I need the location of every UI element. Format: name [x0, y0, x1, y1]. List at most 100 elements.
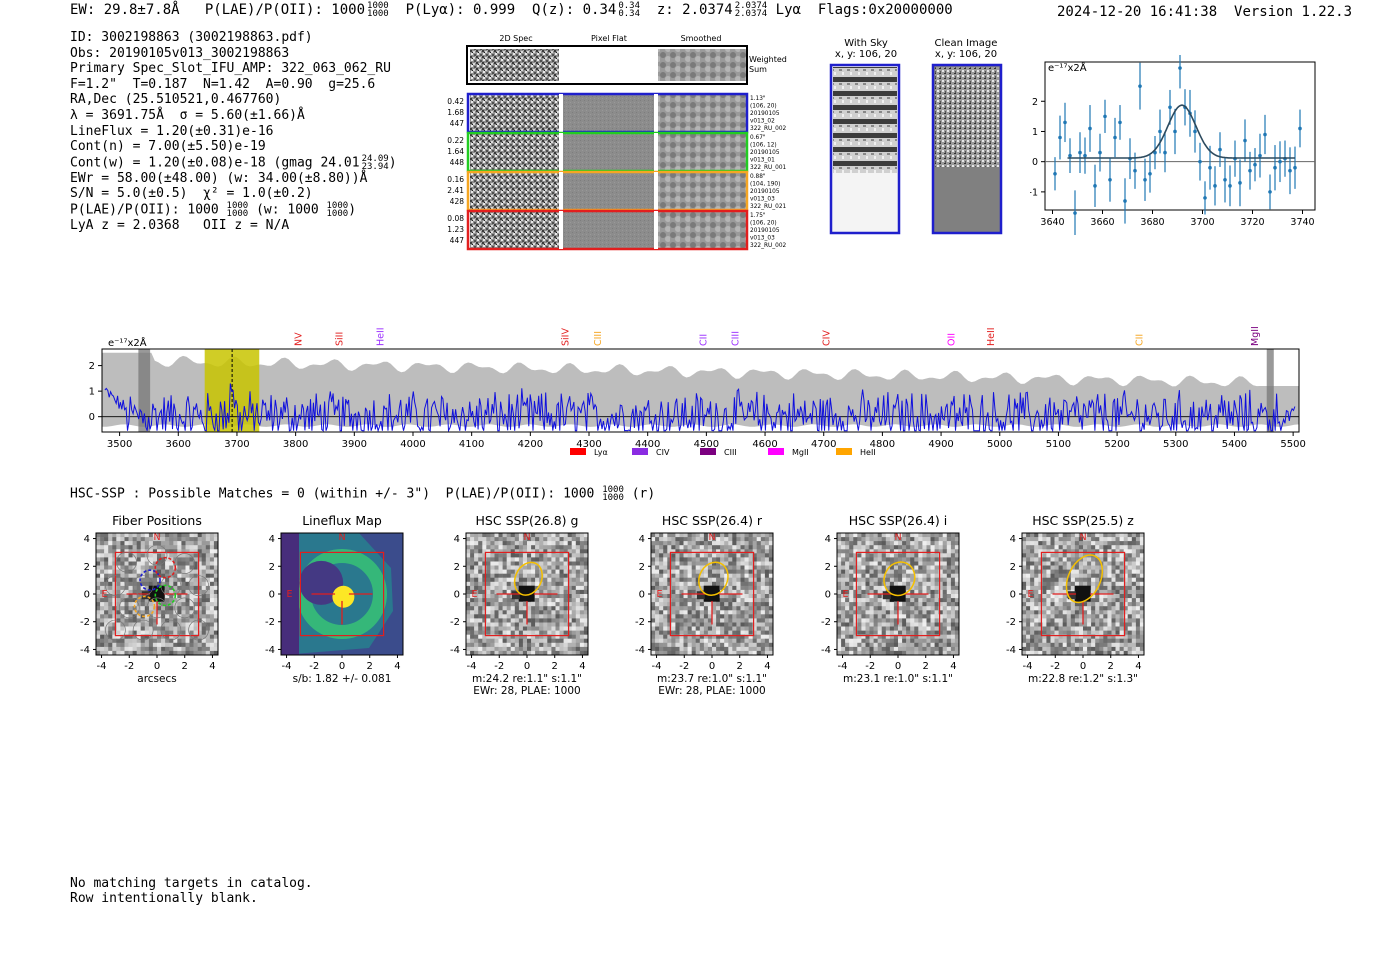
cutout-pixel: [764, 634, 770, 640]
cutout-pixel: [543, 618, 548, 623]
cutout-pixel: [555, 626, 560, 631]
zoom-data-point: [1203, 196, 1207, 200]
cutout-pixel: [679, 614, 684, 619]
cutout-pixel: [478, 537, 483, 542]
cutout-pixel: [938, 650, 944, 656]
cutout-pixel: [1026, 610, 1031, 615]
cutout-pixel: [877, 614, 883, 619]
cutout-pixel: [865, 614, 870, 619]
cutout-pixel: [679, 638, 684, 644]
cutout-pixel: [1062, 646, 1068, 652]
cutout-pixel: [651, 569, 656, 574]
cutout-pixel: [1042, 549, 1047, 554]
cutout-pixel: [724, 557, 729, 562]
cutout-pixel: [1099, 642, 1104, 648]
cutout-pixel: [873, 602, 878, 607]
cutout-pixel: [1107, 549, 1112, 554]
cutout-pixel: [209, 606, 215, 611]
cutout-pixel: [695, 626, 701, 631]
cutout-pixel: [1111, 537, 1116, 542]
cutout-pixel: [1099, 610, 1104, 615]
cutout-pixel: [209, 565, 215, 570]
cutout-pixel: [1034, 642, 1039, 648]
cutout-pixel: [1074, 553, 1080, 558]
cutout-pixel: [128, 642, 133, 648]
cutout-pixel: [209, 622, 215, 627]
cutout-pixel: [881, 557, 887, 562]
cutout-pixel: [849, 638, 854, 644]
cutout-pixel: [679, 598, 684, 603]
cutout-pixel: [1042, 561, 1047, 566]
cutout-pixel: [1026, 581, 1031, 587]
cutout-pixel: [663, 577, 668, 583]
cutout-pixel: [720, 549, 725, 554]
cutout-pixel: [695, 614, 701, 619]
fiber-row-info: v013_03: [750, 197, 775, 203]
cutout-pixel: [740, 614, 745, 619]
cutout-pixel: [857, 630, 862, 635]
cutout-pixel: [889, 650, 895, 656]
cutout-pixel: [535, 581, 540, 587]
cutout-pixel: [478, 622, 483, 627]
cutout-pixel: [213, 614, 219, 619]
cutout-pixel: [651, 642, 656, 648]
cutout-pixel: [555, 650, 560, 656]
cutout-pixel: [869, 642, 874, 648]
cutout-pixel: [918, 598, 923, 603]
cutout-pixel: [169, 565, 174, 570]
cutout-pixel: [100, 622, 105, 627]
cutout-pixel: [209, 630, 215, 635]
cutout-pixel: [659, 537, 664, 542]
cutout-pixel: [527, 537, 532, 542]
cutout-pixel: [112, 630, 117, 635]
cutout-pixel: [651, 565, 656, 570]
legend-swatch: [836, 448, 852, 455]
cutout-pixel: [494, 650, 499, 656]
cutout-pixel: [922, 634, 927, 640]
cutout-pixel: [707, 650, 713, 656]
cutout-pixel: [748, 602, 753, 607]
cutout-pixel: [1119, 610, 1124, 615]
fiber-row-info: 20190105: [750, 228, 780, 234]
cutout-pixel: [707, 614, 713, 619]
cutout-pixel: [1115, 545, 1120, 550]
cutout-pixel: [910, 569, 915, 574]
cutout-pixel: [720, 650, 725, 656]
cutout-pixel: [841, 650, 846, 656]
zoom-data-point: [1148, 171, 1152, 176]
cutout-pixel: [494, 589, 499, 595]
cutout-pixel: [659, 646, 664, 652]
cutout-pixel: [1054, 537, 1059, 542]
cutout-pixel: [478, 569, 483, 574]
cutout-pixel: [522, 610, 528, 615]
cutout-pixel: [128, 638, 133, 644]
cutout-pixel: [1022, 638, 1027, 644]
cutout-pixel: [675, 606, 680, 611]
cutout-pixel: [104, 541, 109, 546]
cutout-pixel: [671, 557, 676, 562]
cutout-pixel: [543, 602, 548, 607]
cutout-pixel: [478, 557, 483, 562]
cutout-pixel: [189, 650, 194, 656]
cutout-pixel: [837, 646, 842, 652]
spectral-line-label: CII: [698, 334, 709, 346]
cutout-pixel: [914, 610, 919, 615]
cutout-pixel: [490, 650, 495, 656]
cutout-pixel: [201, 585, 207, 591]
cutout-pixel: [478, 594, 483, 599]
cutout-pixel: [144, 545, 150, 550]
cutout-pixel: [1091, 638, 1096, 644]
cutout-pixel: [551, 602, 556, 607]
cutout-pixel: [551, 585, 556, 591]
cutout-pixel: [873, 650, 878, 656]
cutout-pixel: [539, 618, 544, 623]
cutout-pixel: [1139, 581, 1145, 587]
cutout-pixel: [732, 545, 737, 550]
cutout-pixel: [930, 614, 935, 619]
cutout-pixel: [910, 614, 915, 619]
cutout-pixel: [100, 594, 105, 599]
cutout-pixel: [732, 549, 737, 554]
cutout-pixel: [575, 549, 581, 554]
cutout-pixel: [1139, 573, 1145, 579]
cutout-pixel: [942, 610, 948, 615]
